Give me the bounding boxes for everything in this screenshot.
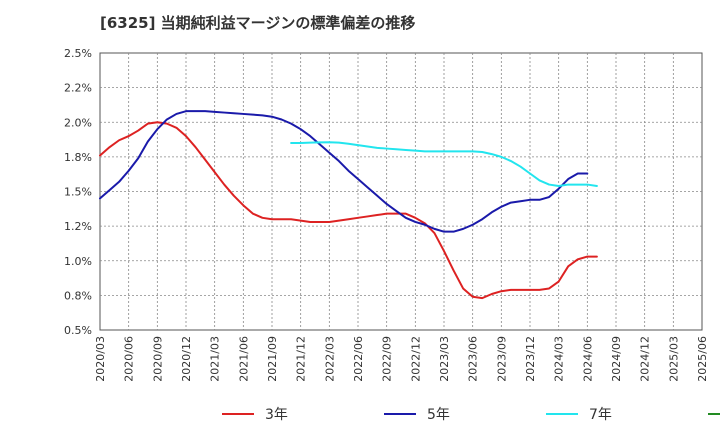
- y-tick-label: 1.0%: [64, 255, 92, 268]
- axes: 2.5%2.2%2.0%1.8%1.5%1.2%1.0%0.8%0.5%2020…: [64, 47, 709, 382]
- x-tick-label: 2024/09: [610, 336, 623, 382]
- series-line-3: [290, 141, 598, 187]
- x-tick-label: 2024/12: [639, 336, 652, 382]
- x-tick-label: 2024/06: [581, 336, 594, 382]
- x-tick-label: 2023/03: [438, 336, 451, 382]
- x-tick-label: 2022/09: [381, 336, 394, 382]
- x-tick-label: 2023/12: [524, 336, 537, 382]
- series-line-2: [99, 110, 589, 233]
- legend-label: 3年: [265, 407, 288, 423]
- y-tick-label: 1.5%: [64, 186, 92, 199]
- x-tick-label: 2023/09: [495, 336, 508, 382]
- legend-label: 5年: [427, 407, 450, 423]
- x-tick-label: 2025/06: [696, 336, 709, 382]
- series-line-1: [99, 121, 598, 300]
- x-tick-label: 2022/12: [409, 336, 422, 382]
- series-lines: [99, 110, 598, 300]
- x-tick-label: 2022/06: [352, 336, 365, 382]
- x-tick-label: 2025/03: [667, 336, 680, 382]
- chart-title: [6325] 当期純利益マージンの標準偏差の推移: [100, 14, 416, 32]
- legend-label: 7年: [589, 407, 612, 423]
- x-tick-label: 2020/12: [180, 336, 193, 382]
- y-tick-label: 2.2%: [64, 82, 92, 95]
- x-tick-label: 2024/03: [553, 336, 566, 382]
- x-tick-label: 2022/03: [323, 336, 336, 382]
- legend: 3年5年7年10年: [222, 407, 720, 423]
- grid: [99, 52, 703, 331]
- y-tick-label: 2.5%: [64, 47, 92, 60]
- x-tick-label: 2020/09: [151, 336, 164, 382]
- y-tick-label: 0.5%: [64, 324, 92, 337]
- x-tick-label: 2021/12: [295, 336, 308, 382]
- y-tick-label: 1.2%: [64, 220, 92, 233]
- x-tick-label: 2020/03: [94, 336, 107, 382]
- x-tick-label: 2021/03: [209, 336, 222, 382]
- x-tick-label: 2023/06: [467, 336, 480, 382]
- y-tick-label: 1.8%: [64, 151, 92, 164]
- x-tick-label: 2020/06: [123, 336, 136, 382]
- x-tick-label: 2021/09: [266, 336, 279, 382]
- y-tick-label: 0.8%: [64, 289, 92, 302]
- y-tick-label: 2.0%: [64, 116, 92, 129]
- x-tick-label: 2021/06: [237, 336, 250, 382]
